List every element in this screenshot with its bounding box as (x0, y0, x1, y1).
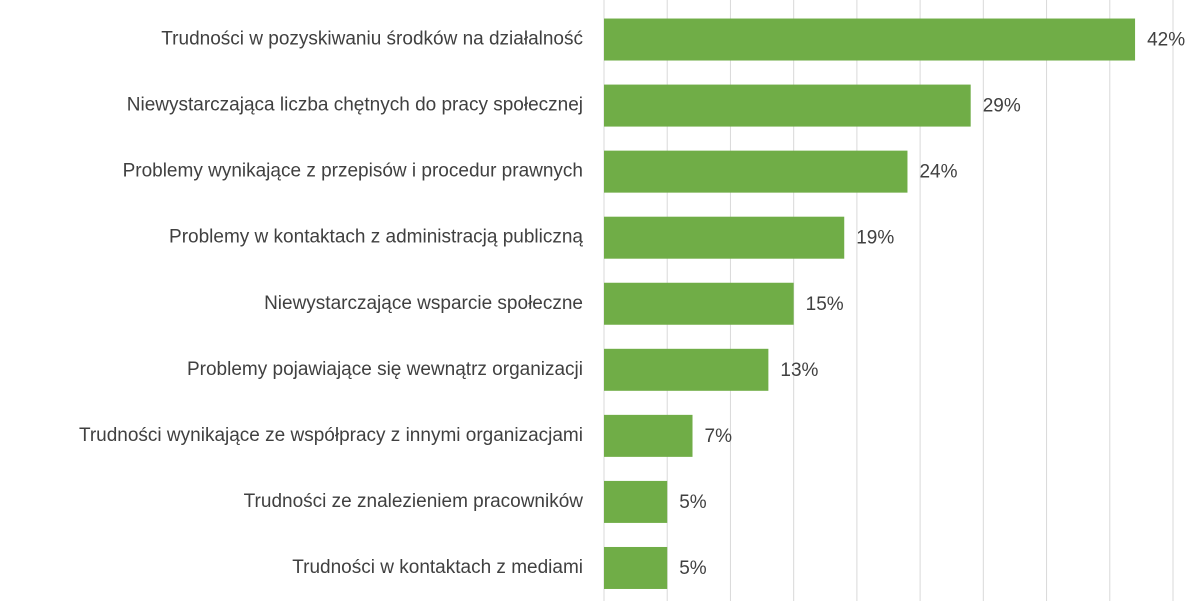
value-label: 7% (705, 426, 733, 447)
value-label: 5% (679, 492, 707, 513)
value-label: 24% (919, 162, 957, 183)
bar (604, 84, 971, 127)
bar (604, 480, 668, 523)
category-label: Niewystarczająca liczba chętnych do prac… (127, 95, 583, 116)
value-label: 5% (679, 558, 707, 579)
bar (604, 18, 1136, 61)
value-label: 29% (983, 96, 1021, 117)
category-label: Trudności w pozyskiwaniu środków na dzia… (161, 29, 583, 50)
bar (604, 150, 908, 193)
category-label: Trudności wynikające ze współpracy z inn… (79, 425, 583, 446)
category-label: Problemy wynikające z przepisów i proced… (123, 161, 583, 182)
bar (604, 216, 845, 259)
value-label: 15% (806, 294, 844, 315)
bar (604, 348, 769, 391)
bar (604, 282, 794, 325)
bar (604, 546, 668, 589)
category-label: Problemy pojawiające się wewnątrz organi… (187, 359, 583, 380)
bar (604, 414, 693, 457)
value-label: 42% (1147, 30, 1185, 51)
category-label: Trudności w kontaktach z mediami (292, 557, 583, 578)
value-label: 13% (780, 360, 818, 381)
category-label: Trudności ze znalezieniem pracowników (244, 491, 584, 512)
category-label: Problemy w kontaktach z administracją pu… (169, 227, 583, 248)
value-label: 19% (856, 228, 894, 249)
category-label: Niewystarczające wsparcie społeczne (264, 293, 583, 314)
